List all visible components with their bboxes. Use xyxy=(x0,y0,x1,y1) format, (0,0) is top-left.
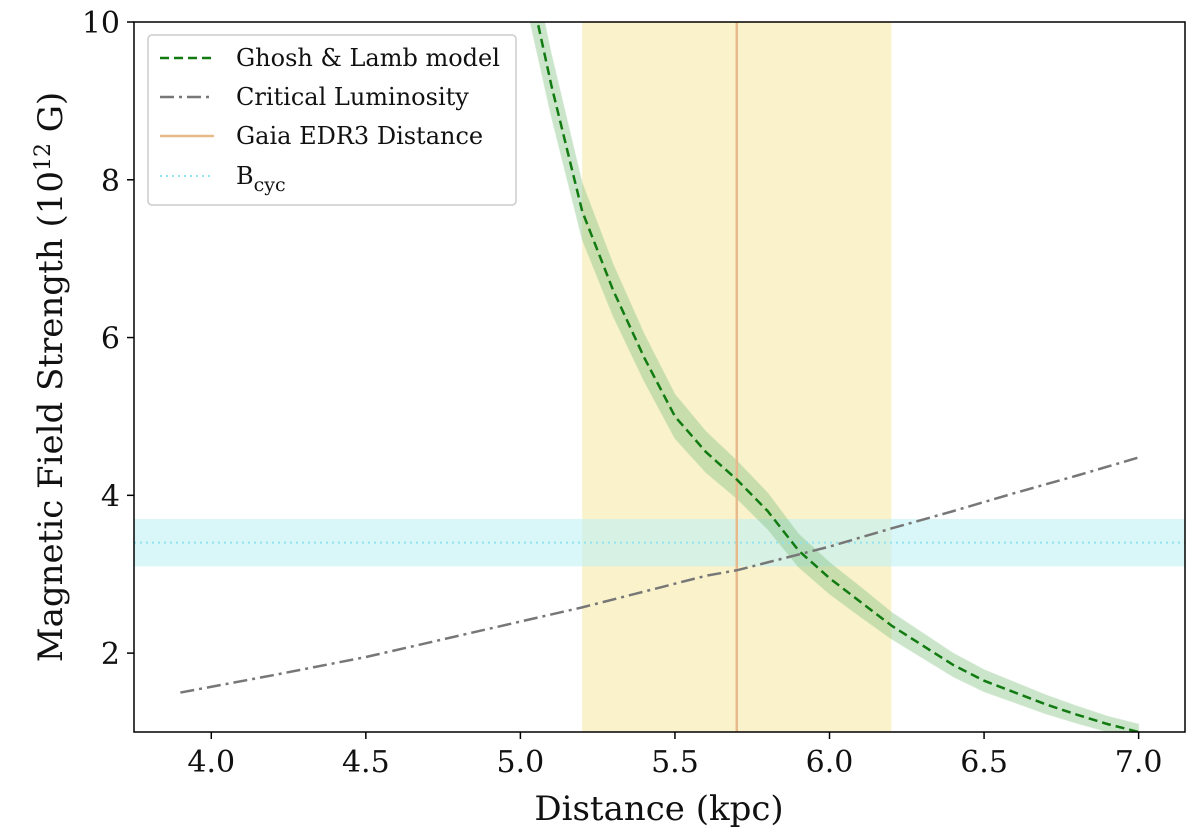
x-tick-label: 4.5 xyxy=(342,745,390,780)
y-tick-label: 10 xyxy=(82,6,120,41)
legend-critical-luminosity-label: Critical Luminosity xyxy=(236,83,469,111)
x-tick-label: 6.0 xyxy=(806,745,854,780)
plot-frame xyxy=(133,21,1186,733)
y-axis: 2 4 6 8 10 xyxy=(82,6,134,672)
y-tick-label: 8 xyxy=(101,164,120,199)
x-tick-label: 5.5 xyxy=(651,745,699,780)
y-tick-label: 6 xyxy=(101,322,120,357)
legend-gaia-label: Gaia EDR3 Distance xyxy=(236,122,483,150)
legend-ghosh-lamb-label: Ghosh & Lamb model xyxy=(236,44,500,72)
x-tick-label: 5.0 xyxy=(497,745,545,780)
x-axis-label: Distance (kpc) xyxy=(534,789,783,829)
y-tick-label: 2 xyxy=(101,637,120,672)
ghosh-lamb-line xyxy=(536,22,1139,732)
y-tick-label: 4 xyxy=(101,479,120,514)
legend-box xyxy=(147,34,517,206)
legend-bcyc-label: Bcyc xyxy=(236,162,286,196)
y-axis-label: Magnetic Field Strength (1012 G) xyxy=(31,92,71,662)
x-axis: 4.0 4.5 5.0 5.5 6.0 6.5 7.0 xyxy=(187,732,1162,780)
critical-luminosity-line xyxy=(180,456,1139,694)
x-tick-label: 4.0 xyxy=(187,745,235,780)
legend: Ghosh & Lamb model Critical Luminosity G… xyxy=(147,34,517,206)
x-tick-label: 7.0 xyxy=(1115,745,1163,780)
x-tick-label: 6.5 xyxy=(960,745,1008,780)
